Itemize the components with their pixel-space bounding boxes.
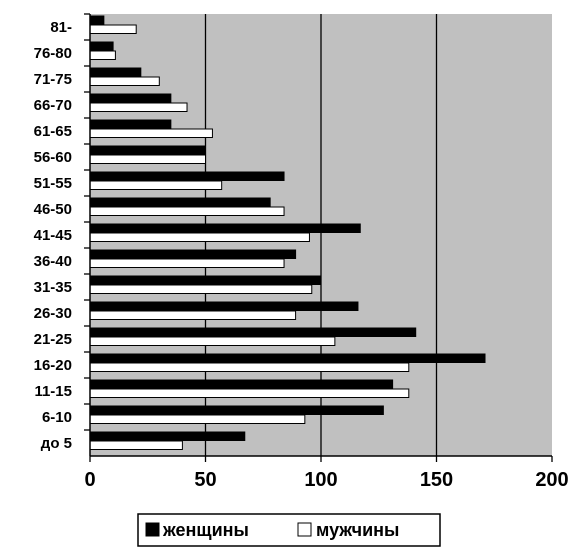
category-label: 66-70 xyxy=(34,97,72,114)
bar-women xyxy=(89,379,394,389)
bar-women xyxy=(89,197,271,207)
bar-women xyxy=(89,119,172,129)
legend: женщины мужчины xyxy=(137,513,441,547)
bar-women xyxy=(89,223,361,233)
bar-men xyxy=(89,362,410,372)
bar-men xyxy=(89,258,285,268)
category-label: 71-75 xyxy=(34,71,72,88)
bars xyxy=(89,15,486,450)
legend-swatch-women xyxy=(145,522,160,537)
category-label: 51-55 xyxy=(34,175,72,192)
category-label: 61-65 xyxy=(34,123,72,140)
category-label: 11-15 xyxy=(34,383,72,400)
bar-men xyxy=(89,310,297,320)
bar-men xyxy=(89,284,313,294)
legend-label-men: мужчины xyxy=(316,520,399,540)
category-label: 31-35 xyxy=(34,279,72,296)
bar-women xyxy=(89,353,486,363)
legend-frame xyxy=(137,513,441,547)
bar-women xyxy=(89,171,285,181)
category-label: 36-40 xyxy=(34,253,72,270)
bar-men xyxy=(89,336,336,346)
bar-men xyxy=(89,50,116,60)
category-labels: 81- 76-80 71-75 66-70 61-65 56-60 51-55 46-50 41… xyxy=(34,13,90,452)
category-label: 41-45 xyxy=(34,227,72,244)
category-label: 21-25 xyxy=(34,331,72,348)
x-axis: 0 50 100 150 200 xyxy=(84,14,569,491)
bar-men xyxy=(89,206,285,216)
bar-men xyxy=(89,24,137,34)
bar-men xyxy=(89,180,223,190)
category-label: 81- xyxy=(50,19,72,36)
bar-women xyxy=(89,15,105,25)
bar-women xyxy=(89,249,297,259)
bar-women xyxy=(89,67,142,77)
x-tick-label: 200 xyxy=(535,469,568,491)
legend-label-women: женщины xyxy=(162,520,249,540)
x-tick-label: 50 xyxy=(194,469,216,491)
bar-women xyxy=(89,93,172,103)
legend-swatch-men xyxy=(297,522,312,537)
bar-men xyxy=(89,414,306,424)
bar-men xyxy=(89,154,206,164)
bar-men xyxy=(89,232,310,242)
bar-women xyxy=(89,275,322,285)
category-label: 16-20 xyxy=(34,357,72,374)
x-tick-label: 100 xyxy=(304,469,337,491)
category-label: 56-60 xyxy=(34,149,72,166)
bar-men xyxy=(89,76,160,86)
x-tick-label: 0 xyxy=(84,469,95,491)
bar-men xyxy=(89,440,183,450)
category-label: 6-10 xyxy=(42,409,72,426)
category-label: 26-30 xyxy=(34,305,72,322)
bar-women xyxy=(89,327,417,337)
bar-men xyxy=(89,102,188,112)
bar-women xyxy=(89,431,246,441)
bar-men xyxy=(89,388,410,398)
bar-women xyxy=(89,145,206,155)
bar-women xyxy=(89,405,384,415)
category-label: до 5 xyxy=(41,435,72,452)
category-label: 76-80 xyxy=(34,45,72,62)
bar-men xyxy=(89,128,213,138)
x-tick-label: 150 xyxy=(420,469,453,491)
bar-women xyxy=(89,41,114,51)
bar-women xyxy=(89,301,359,311)
category-label: 46-50 xyxy=(34,201,72,218)
